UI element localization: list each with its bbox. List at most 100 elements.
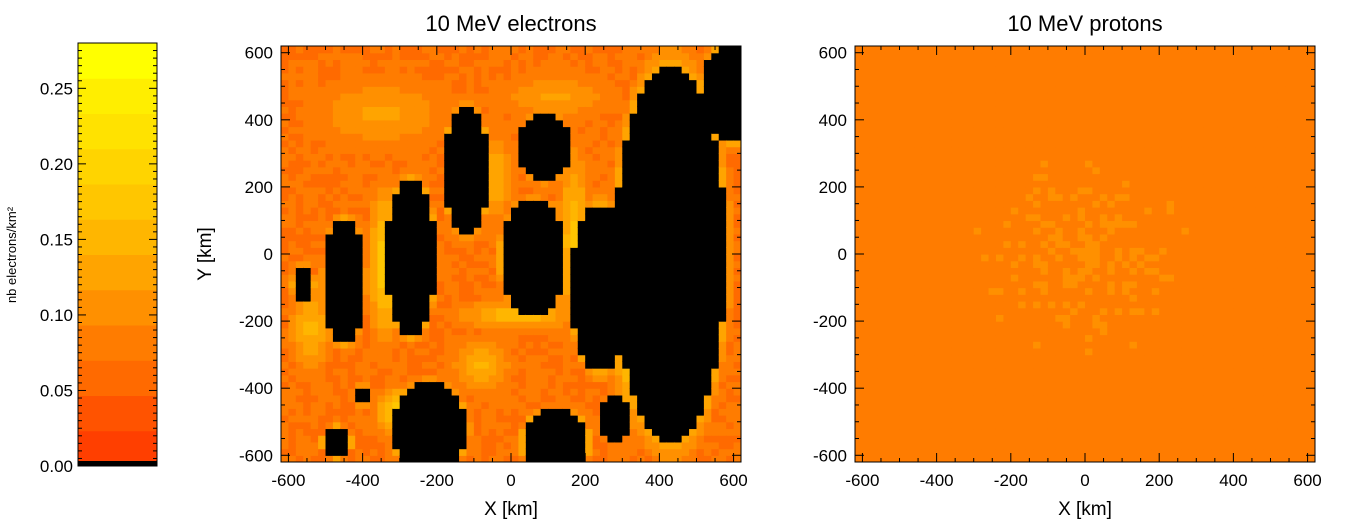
electrons-cell (637, 180, 646, 188)
electrons-cell (407, 180, 416, 188)
protons-cell (877, 173, 886, 181)
electrons-cell (629, 207, 638, 215)
electrons-cell (637, 133, 646, 141)
electrons-cell (651, 428, 660, 436)
electrons-cell (585, 455, 594, 462)
electrons-cell (281, 300, 290, 309)
protons-cell (899, 368, 908, 376)
electrons-cell (540, 428, 549, 436)
electrons-cell (340, 321, 349, 329)
electrons-cell (347, 213, 356, 222)
electrons-cell (614, 52, 623, 61)
protons-cell (958, 401, 967, 409)
electrons-cell (511, 126, 520, 134)
electrons-cell (488, 435, 497, 443)
protons-cell (884, 341, 893, 349)
electrons-cell (718, 173, 727, 181)
electrons-cell (503, 92, 512, 101)
colorbar-tick-label: 0.00 (40, 457, 73, 476)
electrons-cell (407, 334, 416, 342)
electrons-cell (459, 267, 468, 275)
electrons-cell (570, 207, 579, 215)
protons-cell (944, 193, 953, 201)
electrons-cell (362, 321, 371, 329)
protons-cell (899, 207, 908, 215)
electrons-cell (295, 59, 304, 67)
electrons-cell (651, 52, 660, 61)
electrons-cell (325, 146, 334, 154)
electrons-cell (622, 59, 631, 67)
protons-cell (958, 347, 967, 356)
electrons-cell (607, 52, 616, 61)
electrons-cell (451, 113, 460, 121)
electrons-cell (377, 307, 386, 315)
electrons-cell (377, 233, 386, 242)
electrons-cell (325, 321, 334, 329)
electrons-cell (629, 415, 638, 423)
electrons-cell (666, 408, 675, 416)
electrons-cell (332, 86, 341, 94)
electrons-cell (281, 86, 290, 94)
protons-cell (855, 441, 864, 450)
protons-cell (936, 394, 945, 403)
protons-cell (914, 166, 923, 175)
electrons-cell (703, 321, 712, 329)
electrons-cell (696, 66, 705, 74)
electrons-cell (295, 99, 304, 107)
electrons-cell (466, 260, 475, 269)
protons-cell (951, 361, 960, 369)
electrons-cell (659, 314, 668, 322)
electrons-cell (644, 46, 653, 54)
electrons-cell (570, 381, 579, 389)
electrons-cell (689, 247, 698, 255)
electrons-cell (592, 233, 601, 242)
electrons-cell (392, 455, 401, 462)
electrons-cell (488, 153, 497, 161)
electrons-cell (651, 72, 660, 81)
electrons-cell (399, 327, 408, 336)
electrons-cell (533, 428, 542, 436)
electrons-cell (592, 267, 601, 275)
protons-cell (944, 227, 953, 235)
electrons-cell (407, 260, 416, 269)
electrons-cell (370, 66, 379, 74)
electrons-cell (436, 314, 445, 322)
electrons-cell (340, 139, 349, 148)
electrons-cell (355, 341, 364, 349)
electrons-cell (503, 441, 512, 450)
electrons-cell (466, 428, 475, 436)
electrons-cell (310, 334, 319, 342)
electrons-cell (644, 66, 653, 74)
electrons-cell (637, 307, 646, 315)
protons-cell (921, 99, 930, 107)
electrons-cell (488, 300, 497, 309)
electrons-cell (585, 66, 594, 74)
protons-cell (944, 448, 953, 456)
protons-cell (921, 86, 930, 94)
electrons-cell (332, 415, 341, 423)
electrons-cell (370, 428, 379, 436)
electrons-cell (562, 133, 571, 141)
electrons-cell (659, 126, 668, 134)
electrons-cell (681, 408, 690, 416)
protons-cell (951, 435, 960, 443)
electrons-cell (733, 321, 741, 329)
electrons-cell (548, 227, 557, 235)
electrons-cell (666, 287, 675, 295)
electrons-cell (511, 307, 520, 315)
electrons-cell (703, 119, 712, 128)
protons-cell (929, 294, 938, 302)
protons-cell (855, 334, 864, 342)
electrons-cell (666, 415, 675, 423)
electrons-cell (711, 166, 720, 175)
electrons-cell (362, 126, 371, 134)
electrons-cell (577, 274, 586, 282)
electrons-cell (555, 72, 564, 81)
protons-cell (892, 314, 901, 322)
protons-cell (921, 341, 930, 349)
electrons-cell (718, 388, 727, 396)
electrons-cell (370, 133, 379, 141)
electrons-cell (340, 99, 349, 107)
electrons-cell (473, 455, 482, 462)
electrons-cell (355, 368, 364, 376)
